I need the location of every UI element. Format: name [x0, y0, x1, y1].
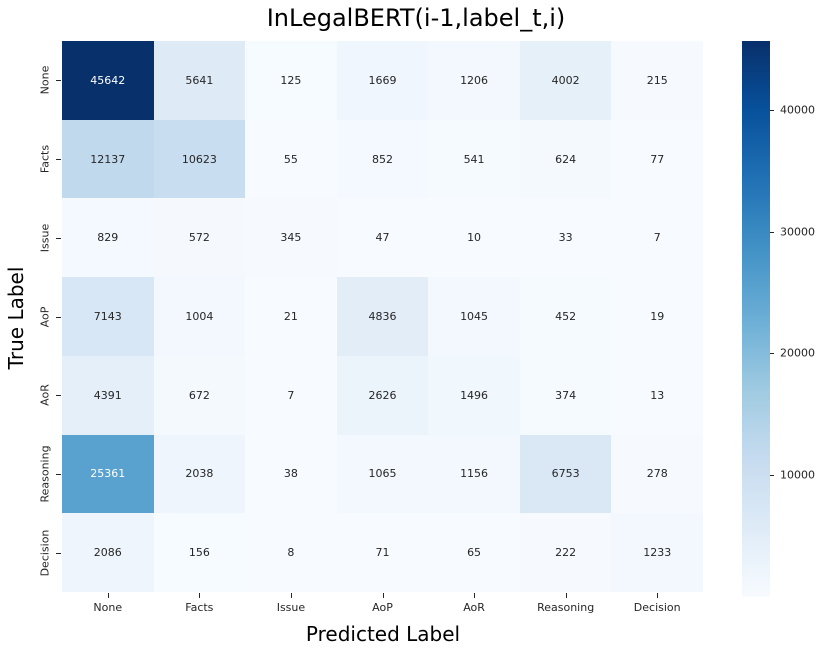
x-tick-label: None [93, 601, 123, 614]
heatmap-cell: 7 [611, 198, 703, 278]
heatmap-cell: 624 [519, 119, 612, 199]
heatmap-cell: 374 [519, 355, 612, 435]
y-tick-label: Facts [38, 144, 52, 174]
x-tick-label: AoP [372, 601, 393, 614]
heatmap-cell: 10 [428, 198, 520, 278]
heatmap-cell: 572 [153, 198, 246, 278]
heatmap-cell: 1065 [336, 434, 429, 514]
heatmap-cell: 19 [611, 277, 703, 356]
heatmap-grid: 45642 5641 125 1669 1206 4002 215 12137 10623 55 8… [62, 41, 703, 592]
heatmap-cell: 45642 [62, 41, 154, 120]
chart-title: InLegalBERT(i-1,label_t,i) [266, 4, 566, 32]
colorbar-tick-label: 30000 [780, 225, 815, 239]
heatmap-cell: 33 [519, 198, 612, 278]
heatmap-cell: 4391 [62, 355, 154, 435]
heatmap-cell: 4836 [336, 277, 429, 356]
heatmap-cell: 12137 [62, 119, 154, 199]
y-tick-mark [56, 80, 61, 82]
heatmap-cell: 541 [428, 119, 520, 199]
x-tick-mark [382, 593, 384, 598]
colorbar-tick-mark [770, 353, 774, 355]
heatmap-cell: 38 [245, 434, 337, 514]
heatmap-cell: 215 [611, 41, 703, 120]
y-tick-mark [56, 473, 61, 475]
y-tick-mark [56, 237, 61, 239]
heatmap-cell: 7143 [62, 277, 154, 356]
heatmap-cell: 125 [245, 41, 337, 120]
heatmap-cell: 156 [153, 513, 246, 592]
heatmap-cell: 1156 [428, 434, 520, 514]
x-tick-label: AoR [463, 601, 485, 614]
heatmap-cell: 1004 [153, 277, 246, 356]
heatmap-cell: 1233 [611, 513, 703, 592]
heatmap-cell: 5641 [153, 41, 246, 120]
x-axis-label: Predicted Label [305, 622, 461, 646]
heatmap-cell: 2626 [336, 355, 429, 435]
y-axis-label: True Label [4, 266, 28, 370]
x-tick-mark [290, 593, 292, 598]
heatmap-cell: 2086 [62, 513, 154, 592]
heatmap-cell: 829 [62, 198, 154, 278]
colorbar-tick-label: 10000 [780, 468, 815, 482]
y-tick-label: AoP [38, 306, 52, 327]
heatmap-cell: 10623 [153, 119, 246, 199]
y-tick-mark [56, 316, 61, 318]
colorbar-tick-label: 40000 [780, 103, 815, 117]
colorbar-tick-mark [770, 475, 774, 477]
y-tick-label: Decision [38, 529, 52, 577]
x-tick-label: Reasoning [537, 601, 595, 614]
heatmap-cell: 852 [336, 119, 429, 199]
x-tick-mark [474, 593, 476, 598]
heatmap-cell: 2038 [153, 434, 246, 514]
y-tick-label: AoR [38, 384, 52, 407]
x-tick-mark [199, 593, 201, 598]
heatmap-cell: 345 [245, 198, 337, 278]
heatmap-cell: 65 [428, 513, 520, 592]
heatmap-cell: 55 [245, 119, 337, 199]
heatmap-cell: 13 [611, 355, 703, 435]
x-tick-mark [565, 593, 567, 598]
heatmap-cell: 672 [153, 355, 246, 435]
heatmap-cell: 1045 [428, 277, 520, 356]
y-tick-mark [56, 159, 61, 161]
y-tick-label: Reasoning [38, 445, 52, 503]
heatmap-cell: 1206 [428, 41, 520, 120]
heatmap-cell: 47 [336, 198, 429, 278]
x-tick-label: Issue [276, 601, 306, 614]
heatmap-cell: 8 [245, 513, 337, 592]
x-tick-label: Facts [185, 601, 214, 614]
heatmap-cell: 4002 [519, 41, 612, 120]
colorbar-tick-mark [770, 231, 774, 233]
heatmap-cell: 25361 [62, 434, 154, 514]
heatmap-cell: 7 [245, 355, 337, 435]
heatmap-cell: 1669 [336, 41, 429, 120]
heatmap-cell: 452 [519, 277, 612, 356]
colorbar-tick-label: 20000 [780, 346, 815, 360]
heatmap-cell: 6753 [519, 434, 612, 514]
x-tick-mark [107, 593, 109, 598]
heatmap-cell: 222 [519, 513, 612, 592]
y-tick-mark [56, 552, 61, 554]
x-tick-mark [657, 593, 659, 598]
heatmap-cell: 1496 [428, 355, 520, 435]
colorbar-tick-mark [770, 109, 774, 111]
heatmap-cell: 71 [336, 513, 429, 592]
y-tick-label: Issue [38, 223, 52, 253]
y-tick-mark [56, 395, 61, 397]
colorbar [742, 41, 770, 597]
x-tick-label: Decision [633, 601, 681, 614]
heatmap-cell: 278 [611, 434, 703, 514]
heatmap-cell: 77 [611, 119, 703, 199]
heatmap-cell: 21 [245, 277, 337, 356]
y-tick-label: None [38, 65, 52, 95]
